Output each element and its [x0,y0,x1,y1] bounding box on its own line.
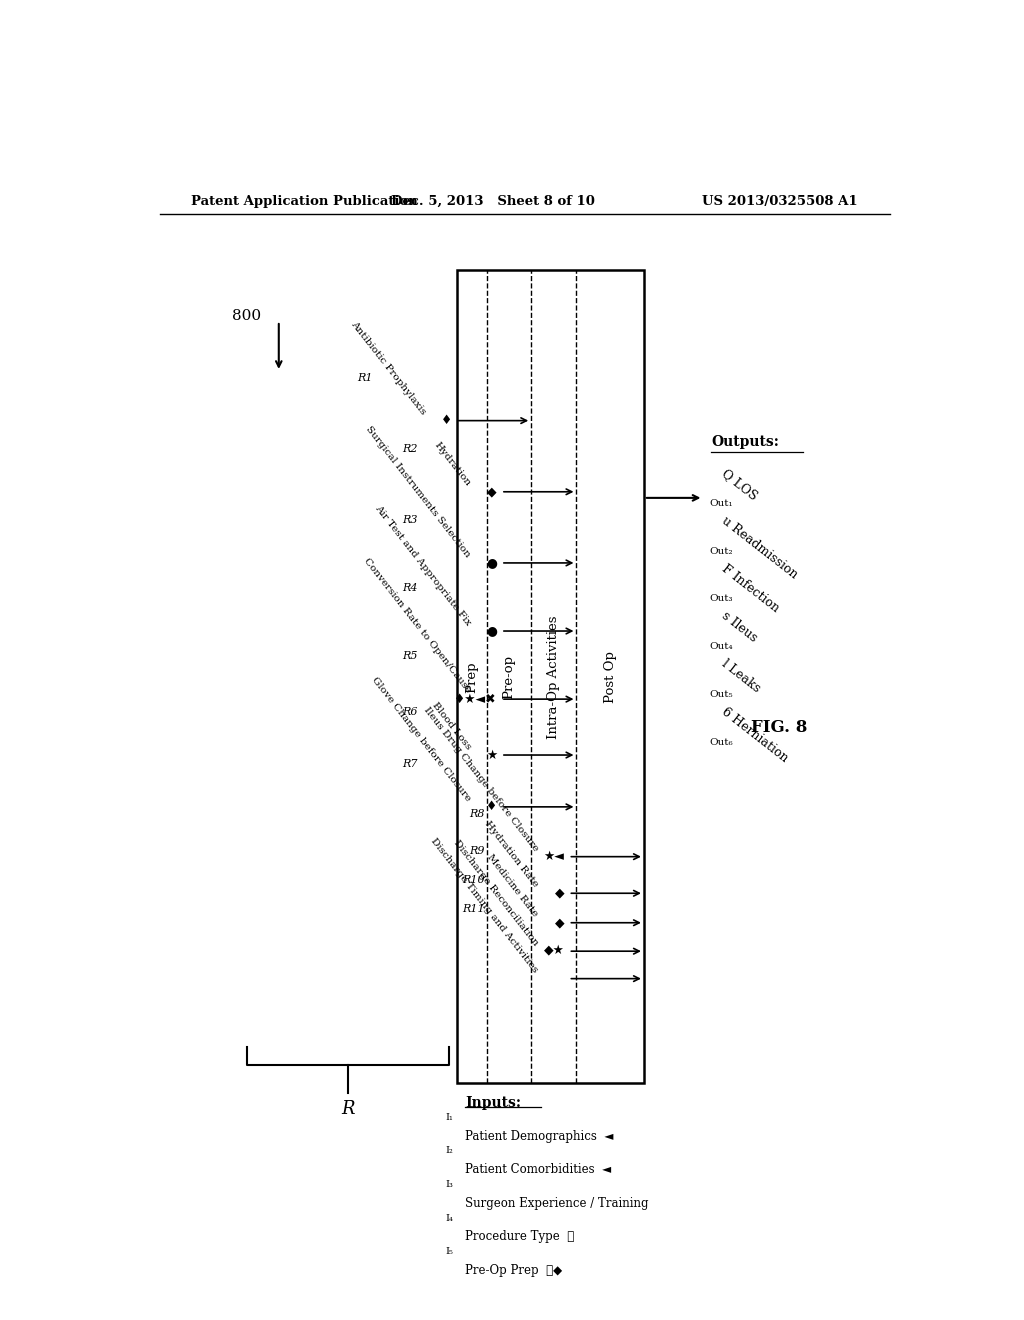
Text: R2: R2 [402,444,418,454]
Text: FIG. 8: FIG. 8 [751,719,807,737]
Text: Antibiotic Prophylaxis: Antibiotic Prophylaxis [348,319,427,417]
Text: ◆: ◆ [555,887,564,900]
Text: US 2013/0325508 A1: US 2013/0325508 A1 [702,194,858,207]
Text: Conversion Rate to Open/Cause: Conversion Rate to Open/Cause [361,557,472,696]
Text: ♦★◄✖: ♦★◄✖ [455,693,497,706]
Text: Out₁: Out₁ [710,499,733,508]
Text: l Leaks: l Leaks [719,657,763,696]
Text: Medicine Rate: Medicine Rate [485,853,540,919]
Text: ◆: ◆ [487,486,497,498]
Text: Prep: Prep [466,661,478,693]
Text: ♦: ♦ [485,800,497,813]
Text: Air Test and Appropriate Fix: Air Test and Appropriate Fix [373,503,472,627]
Text: u Readmission: u Readmission [719,513,800,581]
Text: Surgeon Experience / Training: Surgeon Experience / Training [465,1197,649,1209]
Text: R6: R6 [402,708,418,717]
Text: R3: R3 [402,515,418,525]
Text: Post Op: Post Op [603,651,616,702]
Text: F Infection: F Infection [719,562,781,615]
Text: s Ileus: s Ileus [719,610,760,645]
Text: Out₄: Out₄ [710,643,733,651]
Text: ●: ● [486,624,497,638]
Text: ●: ● [486,557,497,569]
Text: R9: R9 [470,846,485,855]
Text: Pre-op: Pre-op [503,655,515,698]
Text: Inputs:: Inputs: [465,1096,521,1110]
Text: Out₅: Out₅ [710,690,733,700]
Text: I₂: I₂ [445,1147,454,1155]
Text: Ileus Drug Change before Closure: Ileus Drug Change before Closure [422,705,540,853]
Text: ◆★: ◆★ [544,945,564,958]
Text: Blood Loss: Blood Loss [430,701,472,751]
Text: Discharge Timing and Activities: Discharge Timing and Activities [429,837,540,974]
Text: Intra-Op Activities: Intra-Op Activities [547,615,560,738]
Text: R11: R11 [463,903,485,913]
Text: Discharge Reconciliation: Discharge Reconciliation [452,838,540,948]
Text: ♦: ♦ [440,414,452,428]
Text: Pre-Op Prep  ★◆: Pre-Op Prep ★◆ [465,1263,562,1276]
Text: Patent Application Publication: Patent Application Publication [191,194,418,207]
Text: Out₂: Out₂ [710,546,733,556]
Text: R10: R10 [463,875,485,884]
Text: R1: R1 [357,374,373,383]
Text: R8: R8 [470,809,485,818]
Text: Outputs:: Outputs: [712,436,779,449]
Text: R4: R4 [402,583,418,593]
Text: 800: 800 [232,309,261,323]
Text: Hydration Rate: Hydration Rate [483,820,540,890]
Text: ★◄: ★◄ [544,850,564,863]
Text: Surgical Instruments Selection: Surgical Instruments Selection [365,424,472,558]
Text: I₅: I₅ [445,1247,454,1257]
Text: Patient Comorbidities  ◄: Patient Comorbidities ◄ [465,1163,611,1176]
Text: Hydration: Hydration [432,441,472,487]
Text: Q LOS: Q LOS [719,466,760,502]
Text: Patient Demographics  ◄: Patient Demographics ◄ [465,1130,613,1143]
Text: Glove Change before Closure: Glove Change before Closure [370,676,472,803]
Text: R: R [341,1100,355,1118]
Text: ★: ★ [485,748,497,762]
Text: I₁: I₁ [445,1113,454,1122]
Text: R7: R7 [402,759,418,770]
Text: R5: R5 [402,652,418,661]
Text: Procedure Type  ✕: Procedure Type ✕ [465,1230,574,1243]
Text: I₄: I₄ [445,1213,454,1222]
Text: Out₃: Out₃ [710,594,733,603]
Bar [458,271,644,1084]
Text: Dec. 5, 2013   Sheet 8 of 10: Dec. 5, 2013 Sheet 8 of 10 [391,194,595,207]
Text: ◆: ◆ [555,916,564,929]
Text: 6 Herniation: 6 Herniation [719,705,791,764]
Text: I₃: I₃ [445,1180,454,1189]
Text: Out₆: Out₆ [710,738,733,747]
